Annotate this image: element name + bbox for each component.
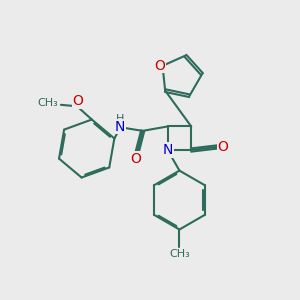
Text: H: H: [116, 114, 124, 124]
Text: O: O: [72, 94, 83, 108]
Text: CH₃: CH₃: [169, 249, 190, 259]
Text: O: O: [130, 152, 141, 166]
Text: N: N: [163, 143, 173, 157]
Text: N: N: [115, 120, 125, 134]
Text: CH₃: CH₃: [38, 98, 58, 108]
Text: O: O: [217, 140, 228, 154]
Text: O: O: [154, 59, 165, 73]
